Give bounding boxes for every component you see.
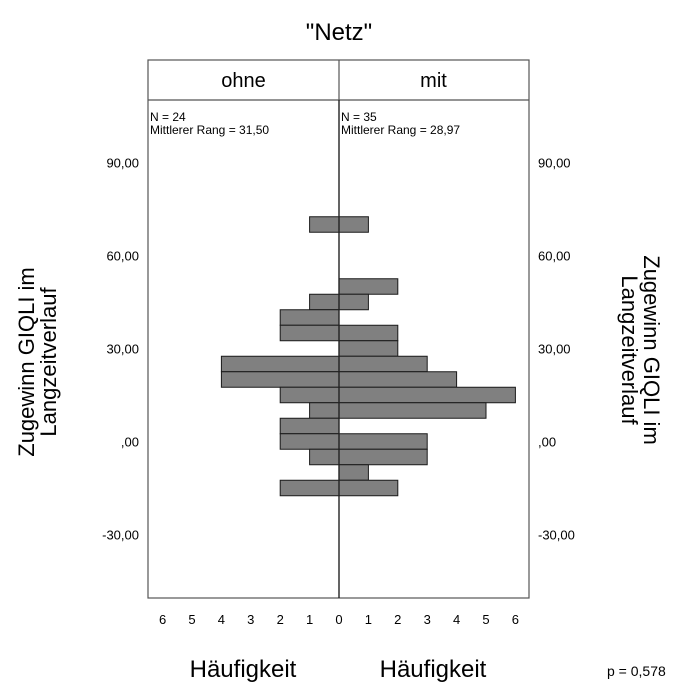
histogram-bar-right — [338, 479, 399, 497]
histogram-bar-right — [338, 340, 399, 357]
y-axis-label-right-line1: Zugewinn GIQLI im — [639, 255, 664, 445]
histogram-bar-right — [338, 448, 428, 466]
histogram-bar-left — [309, 448, 340, 466]
histogram-bar-left — [279, 417, 340, 435]
y-axis-label-left-line2: Langzeitverlauf — [36, 287, 61, 437]
histogram-bar-right — [338, 324, 399, 342]
x-tick-label-right: 6 — [512, 612, 519, 627]
y-tick-label-right: 90,00 — [538, 156, 571, 171]
histogram-bar-left — [279, 309, 340, 326]
x-axis-label-left: Häufigkeit — [190, 656, 297, 683]
histogram-bar-right — [338, 216, 369, 233]
rank-text-right: Mittlerer Rang = 28,97 — [341, 123, 460, 137]
y-tick-label-left: -30,00 — [102, 528, 139, 543]
histogram-bar-right — [338, 464, 369, 481]
x-tick-labels: 6 5 4 3 2 1 0 1 2 3 4 5 6 — [159, 612, 519, 627]
x-tick-label-left: 5 — [188, 612, 195, 627]
x-tick-label-left: 2 — [277, 612, 284, 627]
histogram-bar-right — [338, 355, 428, 373]
histogram-bar-left — [279, 433, 340, 450]
x-tick-label-right: 5 — [482, 612, 489, 627]
histogram-bar-left — [309, 402, 340, 419]
n-text-left: N = 24 — [150, 110, 186, 124]
y-tick-label-left: 30,00 — [106, 342, 139, 357]
rank-text-left: Mittlerer Rang = 31,50 — [150, 123, 269, 137]
histogram-bar-left — [279, 479, 340, 497]
bars-left-group — [220, 216, 340, 497]
histogram-bar-right — [338, 293, 369, 311]
chart-title: "Netz" — [306, 19, 372, 46]
x-tick-label-right: 2 — [394, 612, 401, 627]
y-tick-label-left: 60,00 — [106, 249, 139, 264]
y-tick-label-left: 90,00 — [106, 156, 139, 171]
x-tick-label-left: 6 — [159, 612, 166, 627]
histogram-bar-left — [279, 324, 340, 342]
histogram-bar-left — [309, 216, 340, 233]
y-axis-label-right-line2: Langzeitverlauf — [617, 275, 642, 425]
y-tick-label-right: 30,00 — [538, 342, 571, 357]
histogram-bar-left — [279, 386, 340, 404]
y-tick-label-left: ,00 — [121, 435, 139, 450]
y-tick-labels-left: 90,00 60,00 30,00 ,00 -30,00 — [102, 156, 139, 543]
histogram-bar-left — [220, 355, 340, 373]
histogram-bar-right — [338, 386, 516, 404]
histogram-bar-right — [338, 433, 428, 450]
histogram-bar-right — [338, 278, 399, 295]
y-axis-label-left-line1: Zugewinn GIQLI im — [14, 267, 39, 457]
x-tick-label-left: 0 — [335, 612, 342, 627]
x-tick-label-left: 1 — [306, 612, 313, 627]
n-text-right: N = 35 — [341, 110, 377, 124]
x-tick-label-left: 4 — [218, 612, 225, 627]
panel-label-right: mit — [420, 70, 447, 92]
histogram-bar-left — [309, 293, 340, 311]
y-tick-label-right: ,00 — [538, 435, 556, 450]
histogram-bar-right — [338, 371, 458, 388]
x-axis-label-right: Häufigkeit — [380, 656, 487, 683]
x-tick-label-right: 4 — [453, 612, 460, 627]
y-tick-labels-right: 90,00 60,00 30,00 ,00 -30,00 — [538, 156, 575, 543]
panel-label-left: ohne — [221, 70, 266, 92]
bars-right-group — [338, 216, 516, 497]
p-value-annotation: p = 0,578 — [607, 663, 666, 679]
y-tick-label-right: 60,00 — [538, 249, 571, 264]
x-tick-label-right: 3 — [424, 612, 431, 627]
x-tick-label-left: 3 — [247, 612, 254, 627]
histogram-bar-right — [338, 402, 487, 419]
histogram-bar-left — [220, 371, 340, 388]
x-tick-label-right: 1 — [365, 612, 372, 627]
y-tick-label-right: -30,00 — [538, 528, 575, 543]
